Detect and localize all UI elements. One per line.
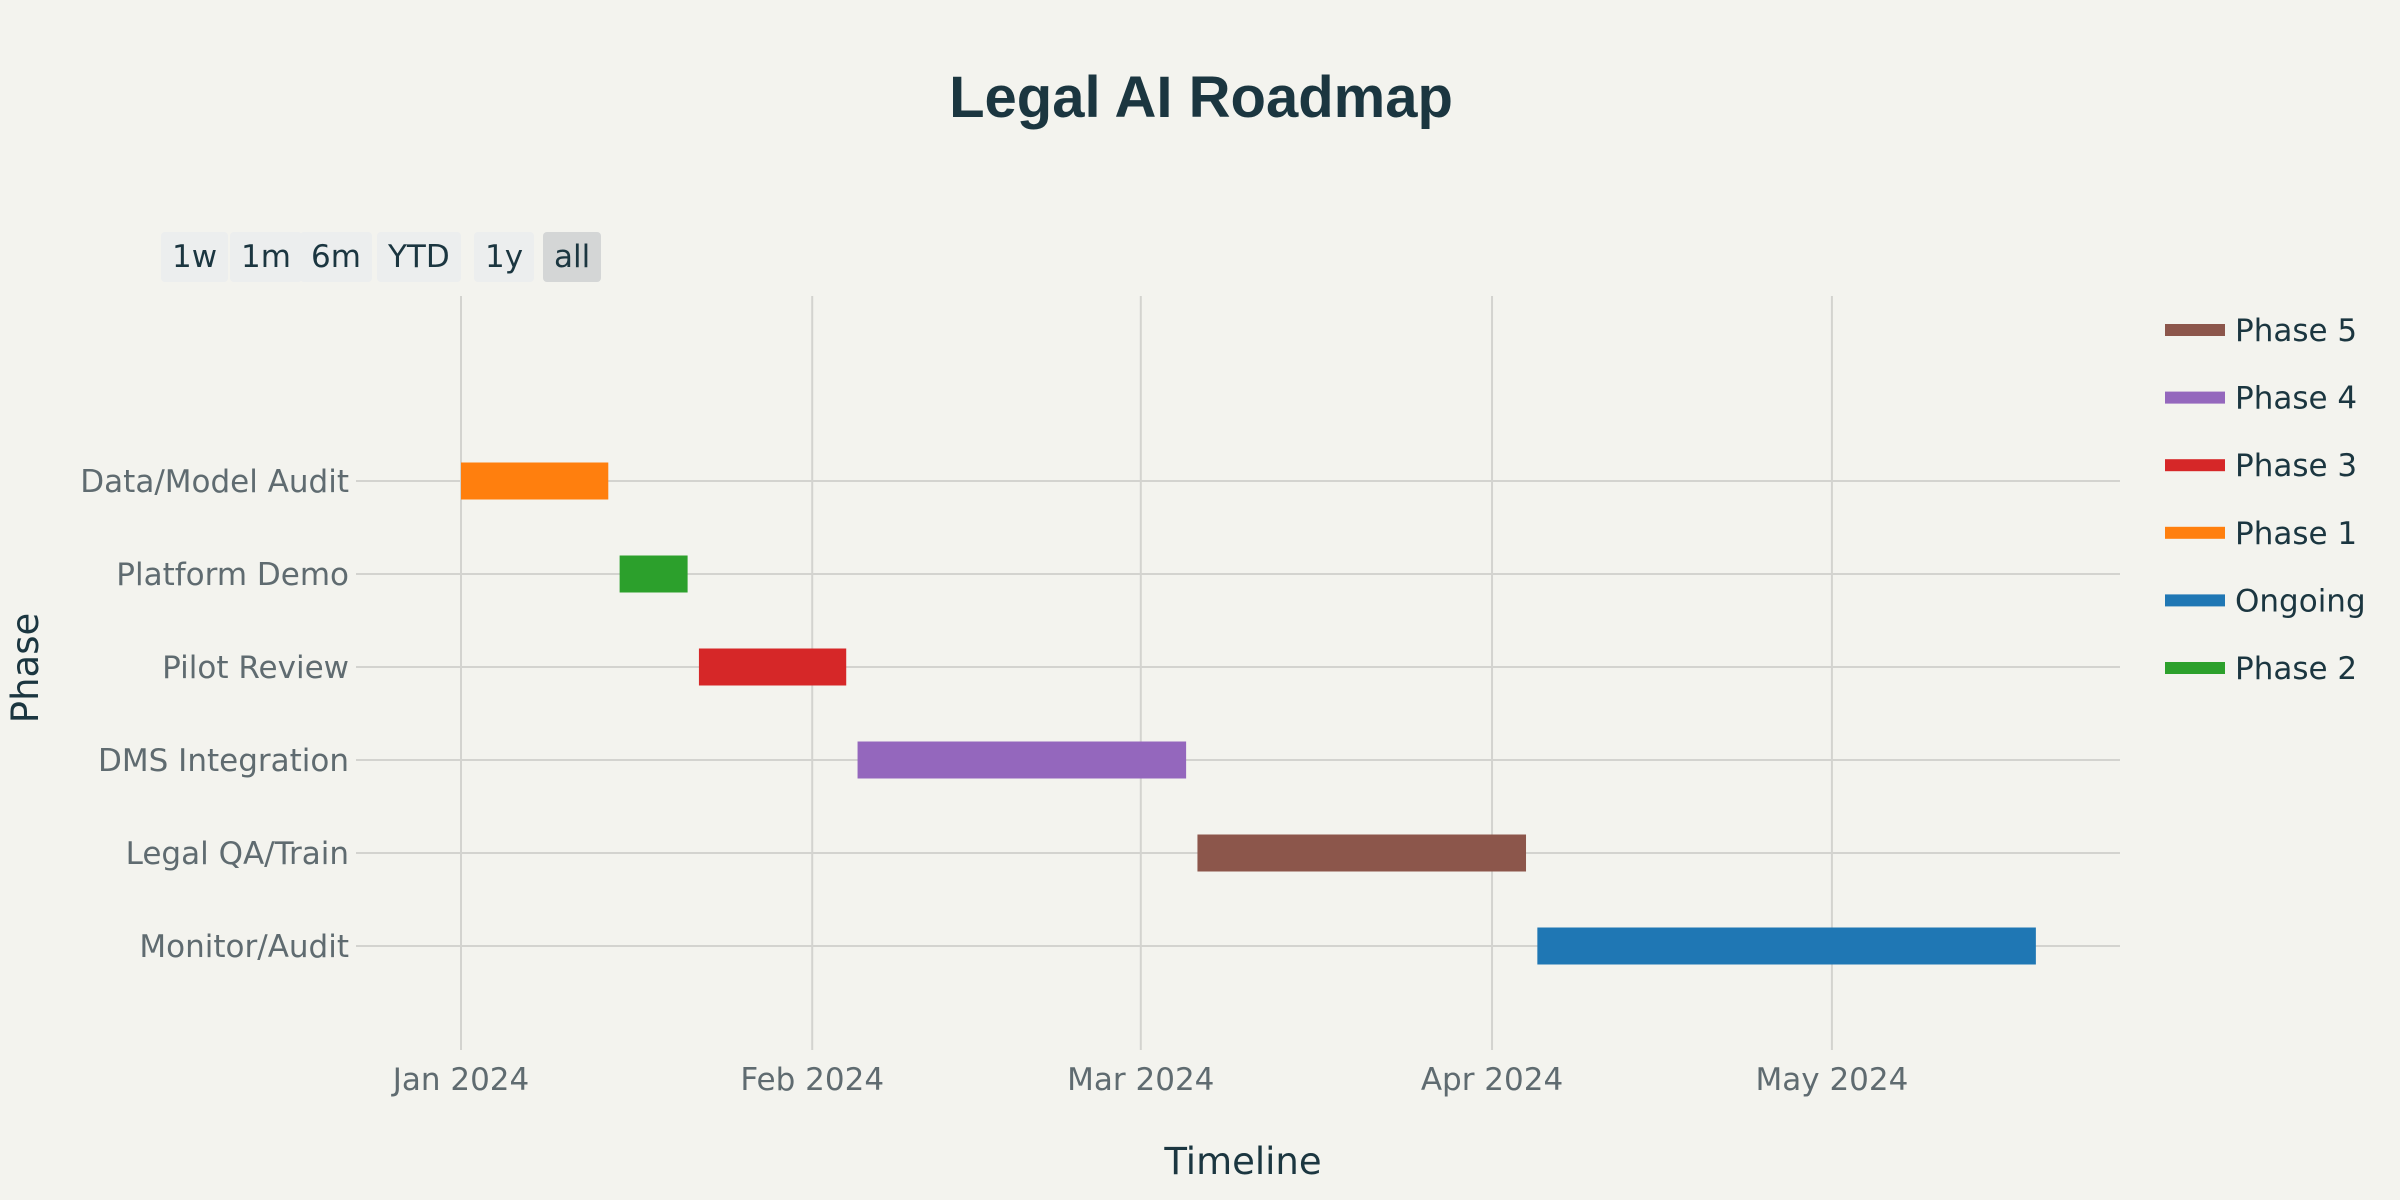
- legend: Phase 5 Phase 4 Phase 3 Phase 1 Ongoing Phase…: [2165, 313, 2366, 687]
- y-tick-label: Platform Demo: [116, 557, 349, 593]
- y-tick-label: Monitor/Audit: [139, 929, 349, 965]
- gantt-bar-dms-integration[interactable]: [857, 741, 1187, 779]
- gantt-bar-monitor-audit[interactable]: [1537, 927, 2036, 965]
- y-axis-ticks: Data/Model Audit Platform Demo Pilot Revie…: [80, 464, 349, 965]
- legend-swatch-phase-1[interactable]: [2165, 526, 2225, 539]
- range-button-ytd[interactable]: YTD: [377, 232, 461, 282]
- y-tick-label: Pilot Review: [162, 650, 349, 686]
- range-button-1w[interactable]: 1w: [161, 232, 229, 282]
- x-axis-ticks: Jan 2024 Feb 2024 Mar 2024 Apr 2024 May 2024: [391, 1062, 1909, 1098]
- chart-title: Legal AI Roadmap: [949, 65, 1453, 130]
- gantt-bar-legal-qa-train[interactable]: [1197, 834, 1527, 872]
- range-button-1y[interactable]: 1y: [474, 232, 535, 282]
- legend-label-phase-3[interactable]: Phase 3: [2235, 448, 2357, 484]
- range-button-6m[interactable]: 6m: [300, 232, 372, 282]
- bars-layer: [461, 462, 2036, 965]
- y-tick-label: Legal QA/Train: [126, 836, 349, 872]
- gantt-bar-pilot-review[interactable]: [698, 648, 847, 686]
- x-tick-label: Apr 2024: [1421, 1062, 1563, 1098]
- legend-swatch-phase-2[interactable]: [2165, 662, 2225, 674]
- legend-swatch-phase-4[interactable]: [2165, 391, 2225, 404]
- legend-label-phase-1[interactable]: Phase 1: [2235, 516, 2357, 552]
- y-axis-title: Phase: [4, 613, 47, 723]
- x-tick-label: Feb 2024: [740, 1062, 884, 1098]
- legend-label-ongoing[interactable]: Ongoing: [2235, 583, 2366, 619]
- legend-label-phase-2[interactable]: Phase 2: [2235, 651, 2357, 687]
- range-button-all[interactable]: all: [543, 232, 602, 282]
- legend-swatch-phase-3[interactable]: [2165, 459, 2225, 472]
- x-tick-label: Mar 2024: [1067, 1062, 1214, 1098]
- gantt-bar-data-model-audit[interactable]: [461, 462, 609, 500]
- y-tick-label: Data/Model Audit: [80, 464, 349, 500]
- x-axis-title: Timeline: [1163, 1140, 1321, 1183]
- legend-swatch-phase-5[interactable]: [2165, 324, 2225, 336]
- range-button-1m[interactable]: 1m: [230, 232, 302, 282]
- legend-label-phase-5[interactable]: Phase 5: [2235, 313, 2357, 349]
- gantt-bar-platform-demo[interactable]: [619, 555, 688, 593]
- x-tick-label: Jan 2024: [391, 1062, 530, 1098]
- legend-swatch-ongoing[interactable]: [2165, 594, 2225, 607]
- x-tick-label: May 2024: [1756, 1062, 1909, 1098]
- y-tick-label: DMS Integration: [98, 743, 349, 779]
- legend-label-phase-4[interactable]: Phase 4: [2235, 381, 2357, 417]
